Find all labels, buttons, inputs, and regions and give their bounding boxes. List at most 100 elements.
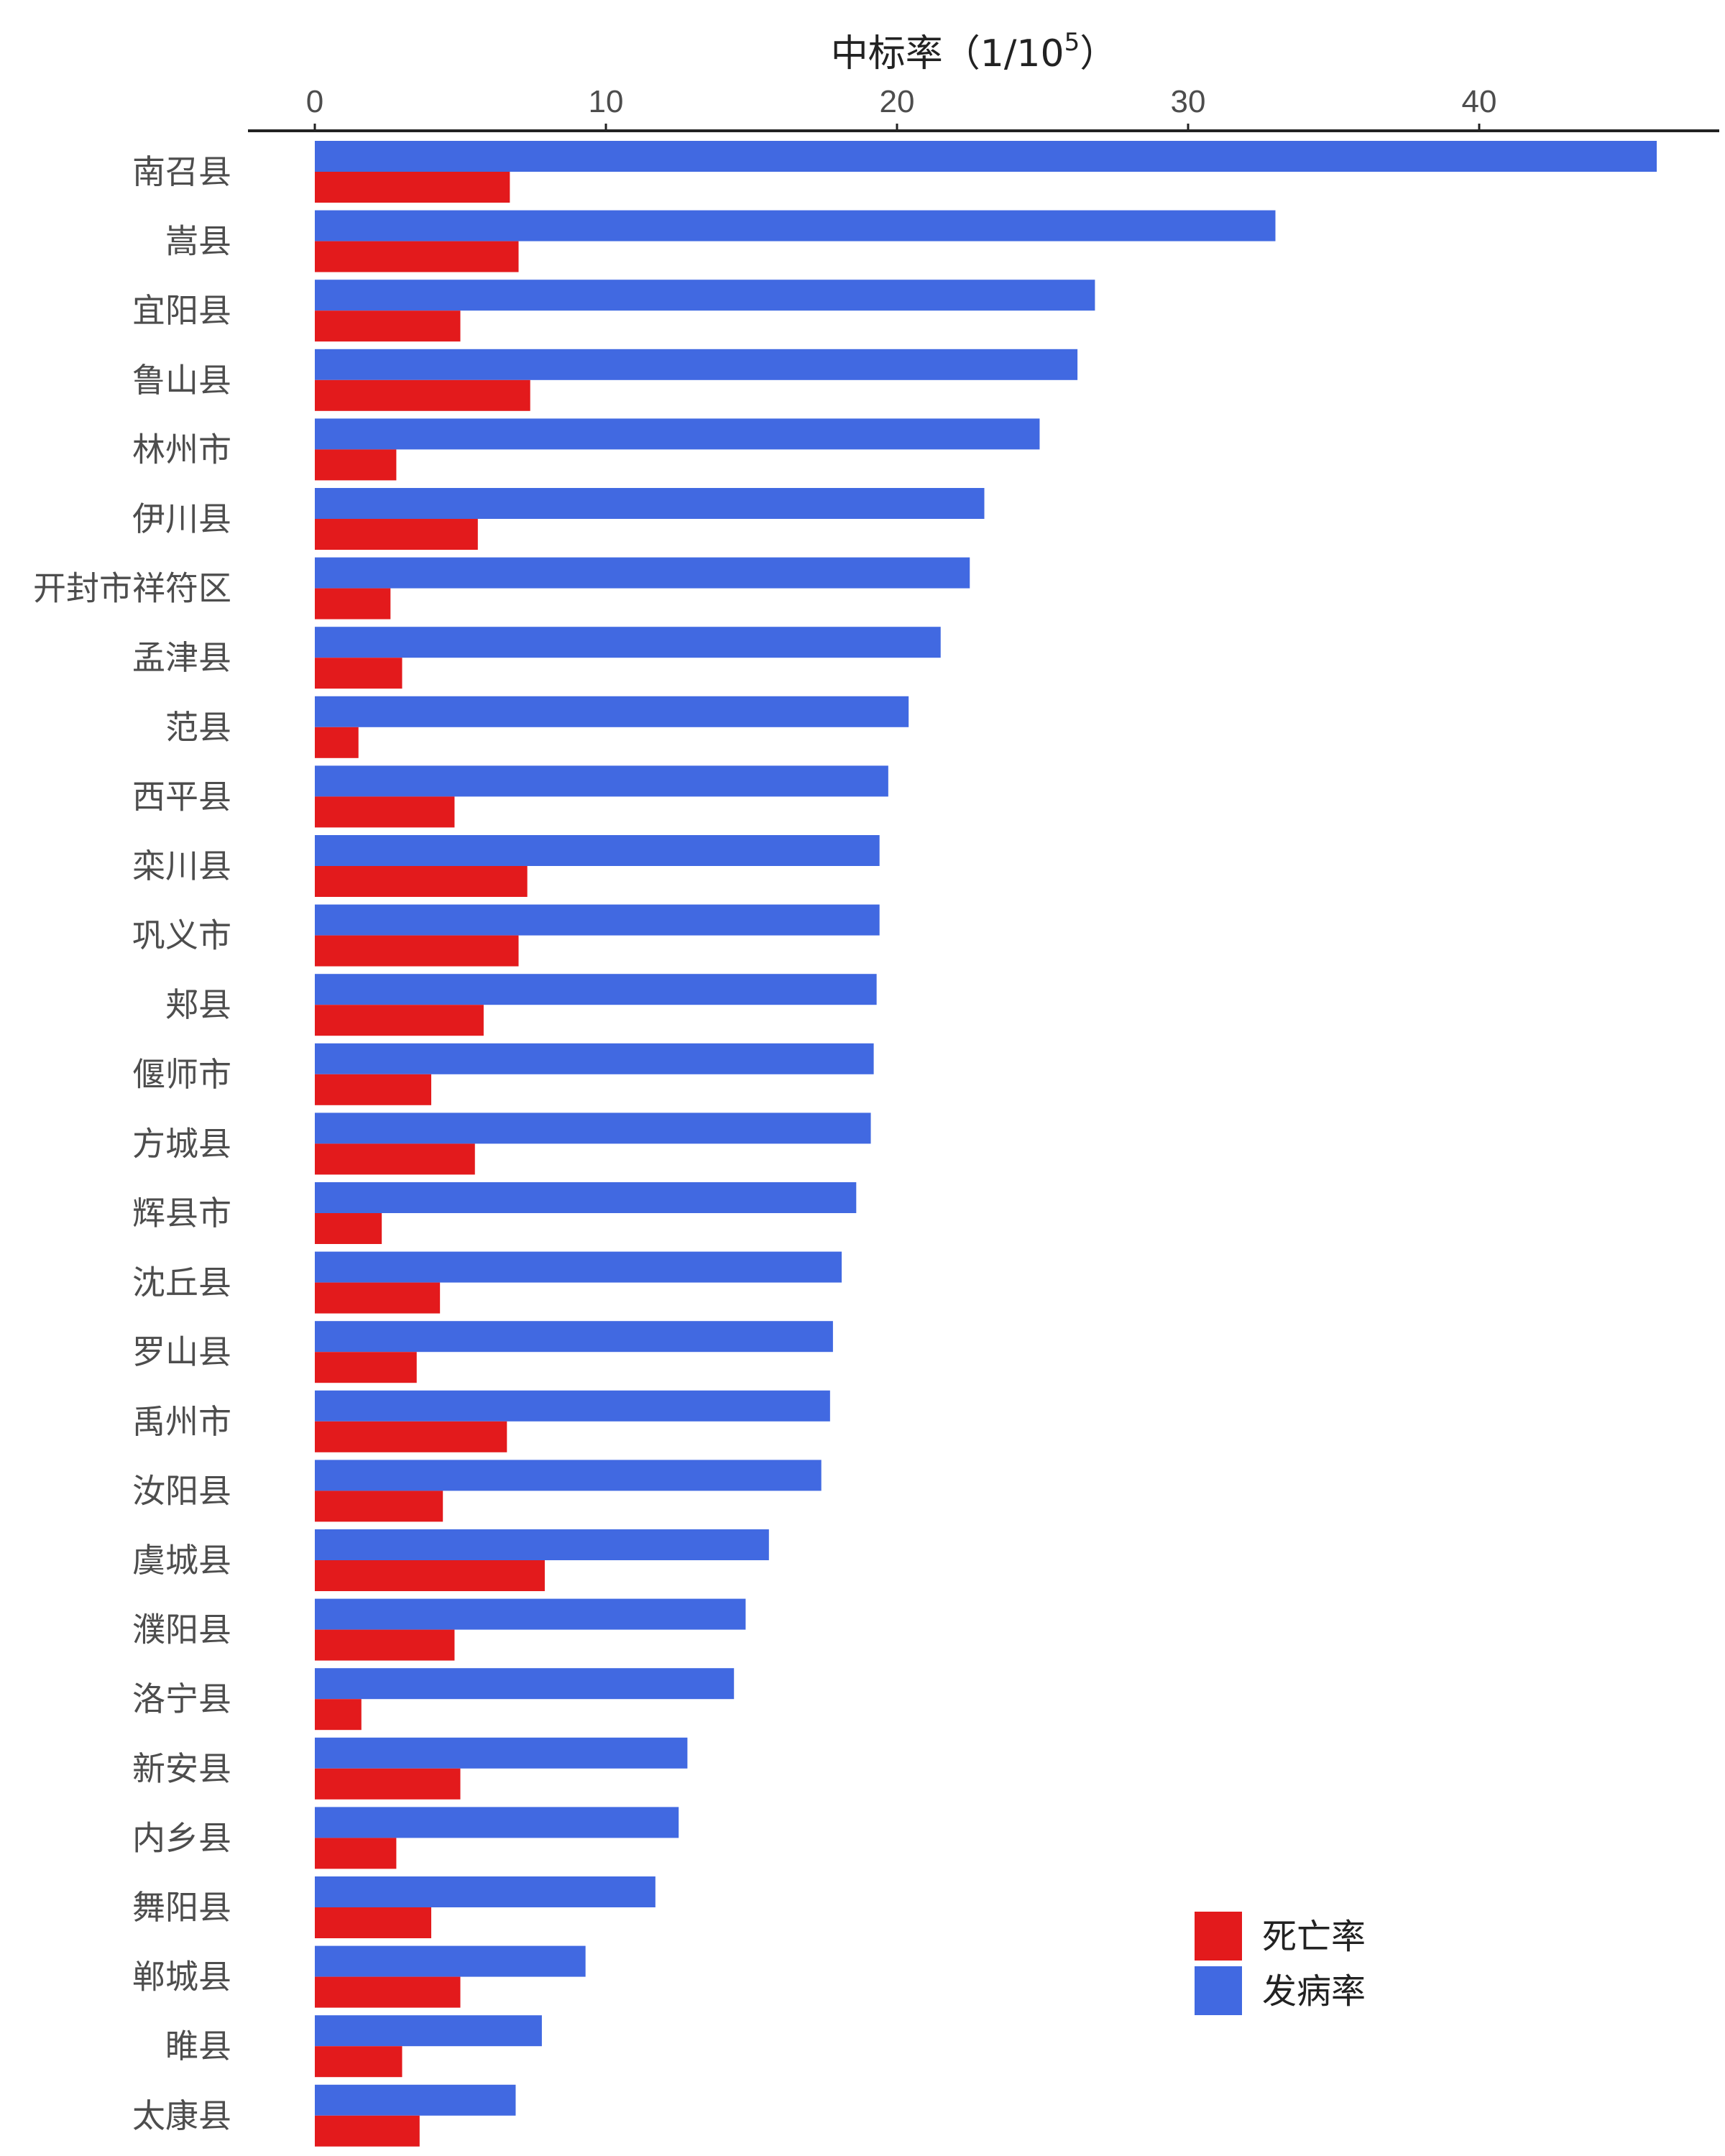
bar-incidence [315, 210, 1276, 241]
category-label: 濮阳县 [132, 1611, 231, 1649]
legend-label: 发病率 [1262, 1971, 1366, 2012]
bar-incidence [315, 349, 1078, 380]
bar-mortality [315, 519, 478, 550]
category-label: 林州市 [132, 430, 231, 469]
bar-incidence [315, 1112, 871, 1144]
bar-incidence [315, 1737, 688, 1769]
bar-incidence [315, 1876, 656, 1907]
bar-incidence [315, 2015, 542, 2047]
bar-mortality [315, 1768, 461, 1800]
bar-mortality [315, 1491, 443, 1522]
bar-mortality [315, 172, 510, 203]
bar-incidence [315, 1945, 586, 1977]
category-label: 宜阳县 [132, 291, 231, 330]
category-label: 洛宁县 [132, 1680, 231, 1718]
bar-mortality [315, 1907, 431, 1938]
category-label: 开封市祥符区 [33, 569, 231, 608]
category-label: 罗山县 [132, 1332, 231, 1371]
bar-incidence [315, 765, 888, 797]
category-label: 虞城县 [132, 1541, 231, 1580]
x-tick-label: 30 [1171, 84, 1206, 119]
bar-mortality [315, 1213, 382, 1244]
category-label: 方城县 [132, 1124, 231, 1163]
x-axis: 0 10 20 30 40 [248, 84, 1719, 132]
x-axis-title: 中标率（1/105） [831, 28, 1117, 75]
bars-layer [315, 141, 1657, 2147]
x-tick-label: 10 [589, 84, 624, 119]
x-tick-label: 40 [1462, 84, 1497, 119]
category-label: 沈丘县 [132, 1263, 231, 1302]
bar-mortality [315, 796, 455, 828]
bar-incidence [315, 1251, 842, 1283]
category-label: 伊川县 [132, 499, 231, 538]
bar-incidence [315, 696, 909, 727]
category-label: 睢县 [165, 2027, 231, 2065]
bar-incidence [315, 280, 1095, 311]
category-label: 郸城县 [132, 1958, 231, 1996]
bar-mortality [315, 1352, 417, 1383]
bar-mortality [315, 1143, 475, 1175]
bar-incidence [315, 1529, 769, 1560]
category-label: 巩义市 [132, 916, 231, 955]
bar-incidence [315, 1460, 822, 1491]
category-label: 偃师市 [132, 1055, 231, 1094]
category-labels: 南召县嵩县宜阳县鲁山县林州市伊川县开封市祥符区孟津县范县西平县栾川县巩义市郏县偃… [33, 152, 231, 2135]
category-label: 太康县 [132, 2096, 231, 2135]
bar-mortality [315, 2046, 402, 2078]
category-label: 西平县 [132, 777, 231, 816]
category-label: 南召县 [132, 152, 231, 191]
bar-incidence [315, 488, 985, 519]
category-label: 嵩县 [165, 222, 231, 261]
bar-mortality [315, 2115, 420, 2147]
category-label: 郏县 [165, 985, 231, 1024]
bar-incidence [315, 1390, 830, 1422]
bar-mortality [315, 1074, 431, 1105]
bar-mortality [315, 310, 461, 342]
bar-incidence [315, 835, 880, 866]
bar-mortality [315, 1560, 545, 1591]
bar-mortality [315, 588, 391, 619]
legend-label: 死亡率 [1262, 1917, 1366, 1957]
category-label: 舞阳县 [132, 1888, 231, 1927]
category-label: 栾川县 [132, 847, 231, 885]
bar-mortality [315, 1282, 441, 1314]
bar-incidence [315, 1043, 874, 1074]
bar-incidence [315, 1598, 746, 1630]
bar-incidence [315, 1807, 679, 1838]
bar-incidence [315, 904, 880, 936]
bar-incidence [315, 418, 1040, 450]
bar-mortality [315, 866, 528, 897]
bar-mortality [315, 449, 397, 481]
category-label: 禹州市 [132, 1402, 231, 1441]
category-label: 孟津县 [132, 638, 231, 677]
category-label: 范县 [165, 708, 231, 747]
bar-incidence [315, 1668, 735, 1700]
bar-incidence [315, 141, 1657, 172]
category-label: 内乡县 [132, 1818, 231, 1857]
bar-mortality [315, 241, 519, 272]
bar-incidence [315, 2084, 516, 2116]
bar-incidence [315, 557, 970, 589]
bar-mortality [315, 1699, 362, 1731]
bar-incidence [315, 627, 941, 658]
bar-incidence [315, 974, 877, 1005]
bar-mortality [315, 1976, 461, 2008]
bar-mortality [315, 935, 519, 967]
x-tick-label: 0 [306, 84, 323, 119]
bar-mortality [315, 727, 359, 758]
bar-mortality [315, 1838, 397, 1869]
category-label: 辉县市 [132, 1194, 231, 1233]
bar-mortality [315, 658, 402, 689]
bar-incidence [315, 1321, 833, 1353]
category-label: 汝阳县 [132, 1471, 231, 1510]
category-label: 鲁山县 [132, 361, 231, 400]
category-label: 新安县 [132, 1749, 231, 1788]
bar-mortality [315, 379, 530, 411]
x-tick-label: 20 [880, 84, 915, 119]
bar-incidence [315, 1182, 857, 1213]
legend-swatch [1195, 1912, 1242, 1961]
bar-mortality [315, 1005, 484, 1036]
